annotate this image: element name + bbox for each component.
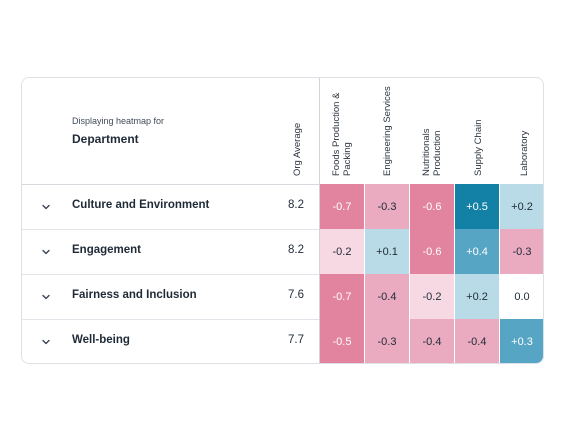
heatmap-cell-value: -0.7 — [332, 200, 352, 213]
heatmap-cell-value: -0.7 — [332, 290, 352, 303]
chevron-down-icon[interactable] — [40, 200, 52, 212]
heatmap-cell-value: -0.6 — [422, 245, 442, 258]
heatmap-cell[interactable]: +0.3 — [500, 319, 543, 363]
table-row[interactable]: Engagement 8.2 -0.2 +0.1 -0.6 +0.4 -0.3 — [22, 229, 543, 275]
heatmap-cell[interactable]: +0.4 — [455, 229, 500, 274]
org-average-value: 8.2 — [288, 199, 304, 211]
heatmap-cell-value: -0.4 — [467, 335, 487, 348]
heatmap-cell-value: +0.5 — [466, 200, 488, 213]
heatmap-cell[interactable]: -0.6 — [410, 184, 455, 229]
heatmap-cell[interactable]: -0.3 — [365, 319, 410, 363]
heatmap-cell[interactable]: +0.5 — [455, 184, 500, 229]
column-divider — [319, 78, 320, 363]
row-label: Well-being — [72, 334, 130, 346]
heatmap-cell-value: -0.5 — [332, 335, 352, 348]
heatmap-cell[interactable]: -0.2 — [320, 229, 365, 274]
heatmap-cell[interactable]: -0.2 — [410, 274, 455, 319]
row-label: Fairness and Inclusion — [72, 289, 197, 301]
heatmap-cell[interactable]: -0.3 — [500, 229, 543, 274]
column-header-supply-chain: Supply Chain — [473, 119, 484, 176]
row-label: Engagement — [72, 244, 142, 256]
heatmap-cell-value: 0.0 — [514, 290, 530, 303]
heatmap-cell-value: -0.3 — [377, 200, 397, 213]
heatmap-cell-value: +0.4 — [466, 245, 488, 258]
heatmap-cell-value: -0.2 — [422, 290, 442, 303]
org-average-value: 7.6 — [288, 289, 304, 301]
column-header-foods-production: Foods Production & Packing — [331, 92, 353, 176]
heatmap-cell-value: -0.4 — [377, 290, 397, 303]
chevron-down-icon[interactable] — [40, 290, 52, 302]
org-average-value: 7.7 — [288, 334, 304, 346]
heatmap-cell-value: -0.3 — [377, 335, 397, 348]
heatmap-cell[interactable]: -0.5 — [320, 319, 365, 363]
column-header-engineering-services: Engineering Services — [382, 86, 393, 176]
table-row[interactable]: Culture and Environment 8.2 -0.7 -0.3 -0.6 +0… — [22, 184, 543, 230]
row-label: Culture and Environment — [72, 199, 210, 211]
column-header-laboratory: Laboratory — [519, 130, 530, 176]
org-average-header: Org Average — [292, 122, 303, 176]
heatmap-cell-value: -0.4 — [422, 335, 442, 348]
heatmap-cell[interactable]: -0.7 — [320, 184, 365, 229]
heatmap-cell[interactable]: +0.2 — [500, 184, 543, 229]
heatmap-cell-value: +0.3 — [511, 335, 533, 348]
table-row[interactable]: Well-being 7.7 -0.5 -0.3 -0.4 -0.4 +0.3 — [22, 319, 543, 363]
column-header-nutritionals-production: Nutritionals Production — [421, 128, 443, 176]
heatmap-card: Displaying heatmap for Department Org Av… — [21, 77, 544, 364]
heatmap-cell[interactable]: +0.1 — [365, 229, 410, 274]
heatmap-cell[interactable]: -0.4 — [410, 319, 455, 363]
heatmap-cell[interactable]: -0.4 — [455, 319, 500, 363]
heatmap-cell[interactable]: -0.7 — [320, 274, 365, 319]
chevron-down-icon[interactable] — [40, 245, 52, 257]
heatmap-cell-value: +0.1 — [376, 245, 398, 258]
heatmap-cell[interactable]: +0.2 — [455, 274, 500, 319]
heatmap-cell-value: +0.2 — [511, 200, 533, 213]
heatmap-cell-value: -0.3 — [512, 245, 532, 258]
heatmap-cell-value: -0.2 — [332, 245, 352, 258]
heatmap-cell[interactable]: 0.0 — [500, 274, 543, 319]
heatmap-header: Displaying heatmap for Department Org Av… — [22, 78, 543, 185]
heatmap-cell-value: -0.6 — [422, 200, 442, 213]
heatmap-cell[interactable]: -0.6 — [410, 229, 455, 274]
display-value[interactable]: Department — [72, 132, 139, 146]
org-average-value: 8.2 — [288, 244, 304, 256]
heatmap-cell-value: +0.2 — [466, 290, 488, 303]
table-row[interactable]: Fairness and Inclusion 7.6 -0.7 -0.4 -0.2 +0.… — [22, 274, 543, 320]
heatmap-cell[interactable]: -0.4 — [365, 274, 410, 319]
display-label: Displaying heatmap for — [72, 116, 165, 126]
heatmap-cell[interactable]: -0.3 — [365, 184, 410, 229]
chevron-down-icon[interactable] — [40, 335, 52, 347]
